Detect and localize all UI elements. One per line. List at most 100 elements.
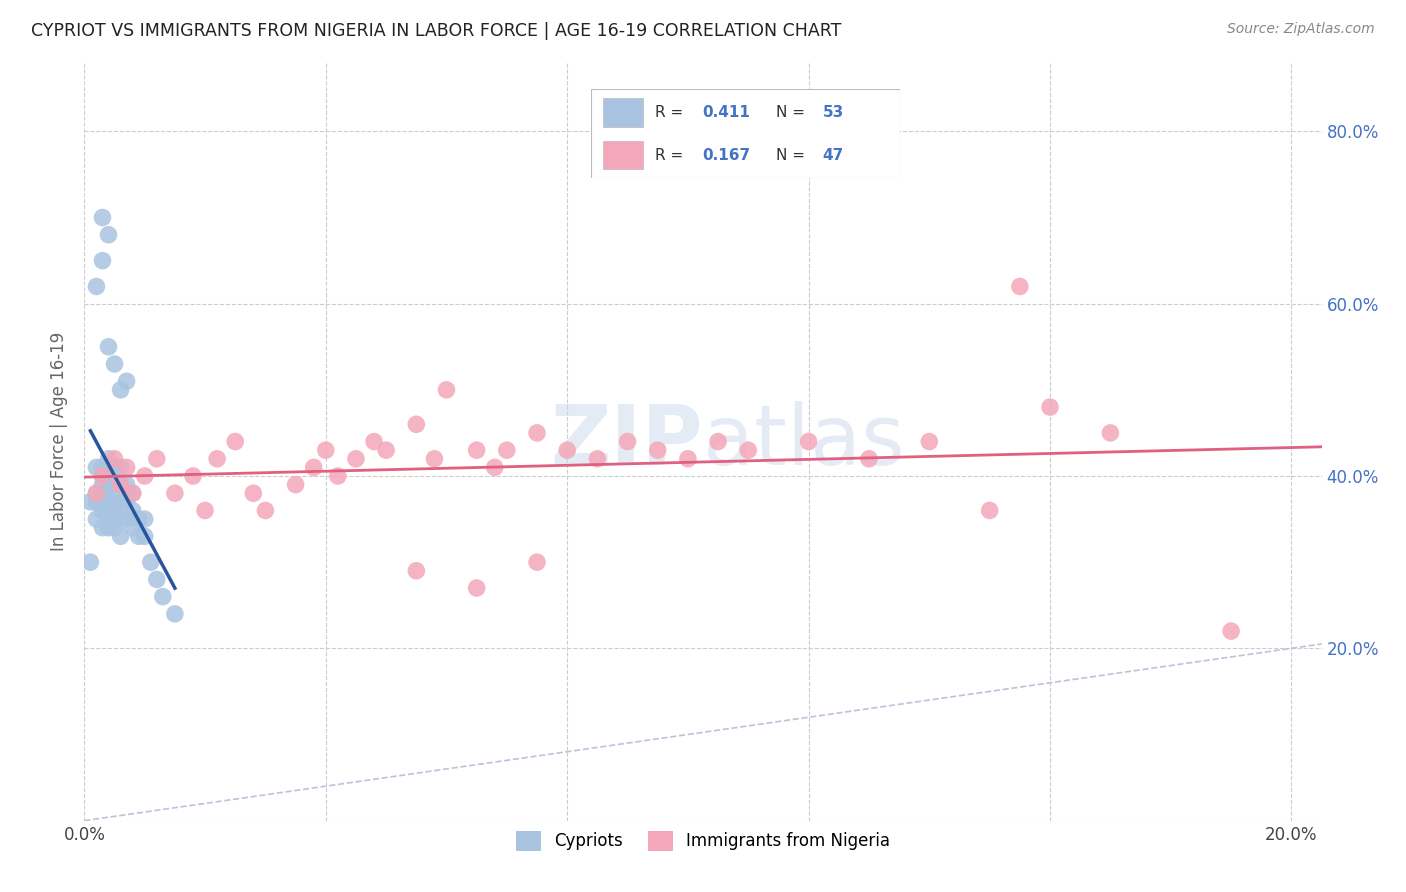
Point xyxy=(405,564,427,578)
Point xyxy=(97,340,120,354)
Point xyxy=(110,460,132,475)
Point xyxy=(1039,400,1062,414)
Point xyxy=(121,486,143,500)
Point xyxy=(423,451,446,466)
Point xyxy=(115,512,138,526)
Point xyxy=(146,573,169,587)
Text: N =: N = xyxy=(776,105,810,120)
Point xyxy=(86,512,108,526)
FancyBboxPatch shape xyxy=(603,141,643,169)
Point xyxy=(103,357,125,371)
Point xyxy=(163,607,186,621)
Point xyxy=(115,460,138,475)
Text: N =: N = xyxy=(776,148,810,162)
Text: 0.167: 0.167 xyxy=(702,148,749,162)
Point xyxy=(979,503,1001,517)
Point xyxy=(405,417,427,432)
Point xyxy=(1220,624,1243,639)
Point xyxy=(110,477,132,491)
Point xyxy=(103,495,125,509)
Point xyxy=(97,451,120,466)
Point xyxy=(344,451,367,466)
Point xyxy=(302,460,325,475)
Point xyxy=(110,495,132,509)
Point xyxy=(224,434,246,449)
Point xyxy=(86,279,108,293)
Point xyxy=(115,374,138,388)
Point xyxy=(103,460,125,475)
Text: ZIP: ZIP xyxy=(551,401,703,482)
Point xyxy=(91,469,114,483)
Point xyxy=(97,486,120,500)
Point xyxy=(91,477,114,491)
Point xyxy=(363,434,385,449)
Point xyxy=(134,512,156,526)
Point xyxy=(103,521,125,535)
Point xyxy=(115,477,138,491)
Point xyxy=(79,555,101,569)
Point xyxy=(91,211,114,225)
Point xyxy=(97,512,120,526)
Point xyxy=(495,443,517,458)
Point xyxy=(326,469,349,483)
Point xyxy=(375,443,398,458)
Point xyxy=(121,503,143,517)
Point xyxy=(616,434,638,449)
Point xyxy=(86,460,108,475)
FancyBboxPatch shape xyxy=(603,98,643,127)
Point xyxy=(254,503,277,517)
Point xyxy=(97,227,120,242)
Text: R =: R = xyxy=(655,105,689,120)
Point xyxy=(103,503,125,517)
Point xyxy=(91,460,114,475)
Point xyxy=(284,477,307,491)
Point xyxy=(146,451,169,466)
Point xyxy=(86,486,108,500)
Point xyxy=(86,495,108,509)
Point xyxy=(128,529,150,543)
Point xyxy=(103,477,125,491)
Point xyxy=(707,434,730,449)
Point xyxy=(526,555,548,569)
Text: R =: R = xyxy=(655,148,689,162)
Point xyxy=(465,443,488,458)
Point xyxy=(110,383,132,397)
Legend: Cypriots, Immigrants from Nigeria: Cypriots, Immigrants from Nigeria xyxy=(509,824,897,858)
Point xyxy=(110,512,132,526)
Point xyxy=(134,529,156,543)
Point xyxy=(110,477,132,491)
Point xyxy=(918,434,941,449)
Point xyxy=(97,503,120,517)
Point xyxy=(97,469,120,483)
Point xyxy=(484,460,506,475)
Point xyxy=(103,451,125,466)
Point xyxy=(121,486,143,500)
Point xyxy=(91,521,114,535)
Point xyxy=(91,503,114,517)
Point xyxy=(737,443,759,458)
Text: 53: 53 xyxy=(823,105,844,120)
Point xyxy=(676,451,699,466)
Text: 0.411: 0.411 xyxy=(702,105,749,120)
Point xyxy=(526,425,548,440)
Point xyxy=(115,486,138,500)
Point xyxy=(205,451,228,466)
Point xyxy=(134,469,156,483)
Point xyxy=(1008,279,1031,293)
Point xyxy=(91,503,114,517)
Point xyxy=(91,253,114,268)
Point xyxy=(110,529,132,543)
Point xyxy=(797,434,820,449)
Point xyxy=(79,495,101,509)
Point xyxy=(152,590,174,604)
Text: Source: ZipAtlas.com: Source: ZipAtlas.com xyxy=(1227,22,1375,37)
Point xyxy=(465,581,488,595)
Point xyxy=(163,486,186,500)
Point xyxy=(97,521,120,535)
Point xyxy=(194,503,217,517)
Point xyxy=(91,486,114,500)
Point xyxy=(181,469,204,483)
Point xyxy=(647,443,669,458)
Point xyxy=(86,486,108,500)
Point xyxy=(139,555,162,569)
